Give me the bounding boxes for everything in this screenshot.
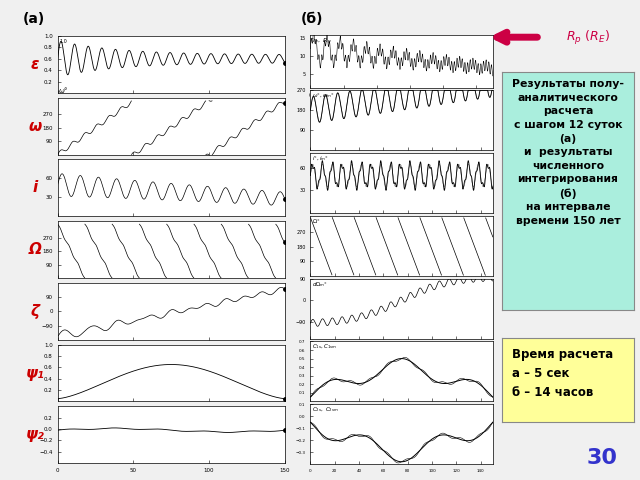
Text: $\omega°$: $\omega°$	[58, 85, 68, 95]
Text: ψ₂: ψ₂	[26, 427, 45, 442]
Text: 30: 30	[587, 448, 618, 468]
Text: (б): (б)	[301, 12, 323, 26]
Text: Результаты полу-
аналитического
расчета
с шагом 12 суток
(а)
и  результаты
числе: Результаты полу- аналитического расчета …	[512, 79, 624, 226]
Text: ψ₁: ψ₁	[26, 366, 45, 381]
Text: Ω: Ω	[29, 242, 42, 257]
Text: $R_p\ (R_E)$: $R_p\ (R_E)$	[566, 29, 611, 48]
Text: ζ: ζ	[31, 304, 40, 319]
Text: $r_p,\ R_p$: $r_p,\ R_p$	[312, 37, 332, 48]
Text: 1.0: 1.0	[60, 39, 68, 44]
Text: ω: ω	[29, 119, 42, 133]
Text: ε: ε	[31, 57, 40, 72]
Text: $i°,i_m°$: $i°,i_m°$	[312, 154, 329, 163]
Text: (а): (а)	[22, 12, 45, 26]
Text: $\Omega°$: $\Omega°$	[312, 217, 321, 225]
Text: $\omega°,\omega_m°$: $\omega°,\omega_m°$	[312, 91, 335, 100]
Text: Время расчета
а – 5 сек
б – 14 часов: Время расчета а – 5 сек б – 14 часов	[511, 348, 613, 399]
Text: $C_{2s},\ C_{2sm}$: $C_{2s},\ C_{2sm}$	[312, 406, 339, 414]
Text: $d\Omega_m°$: $d\Omega_m°$	[312, 280, 328, 289]
Text: i: i	[33, 180, 38, 195]
Text: $C_{1s},C_{1sm}$: $C_{1s},C_{1sm}$	[312, 343, 337, 351]
